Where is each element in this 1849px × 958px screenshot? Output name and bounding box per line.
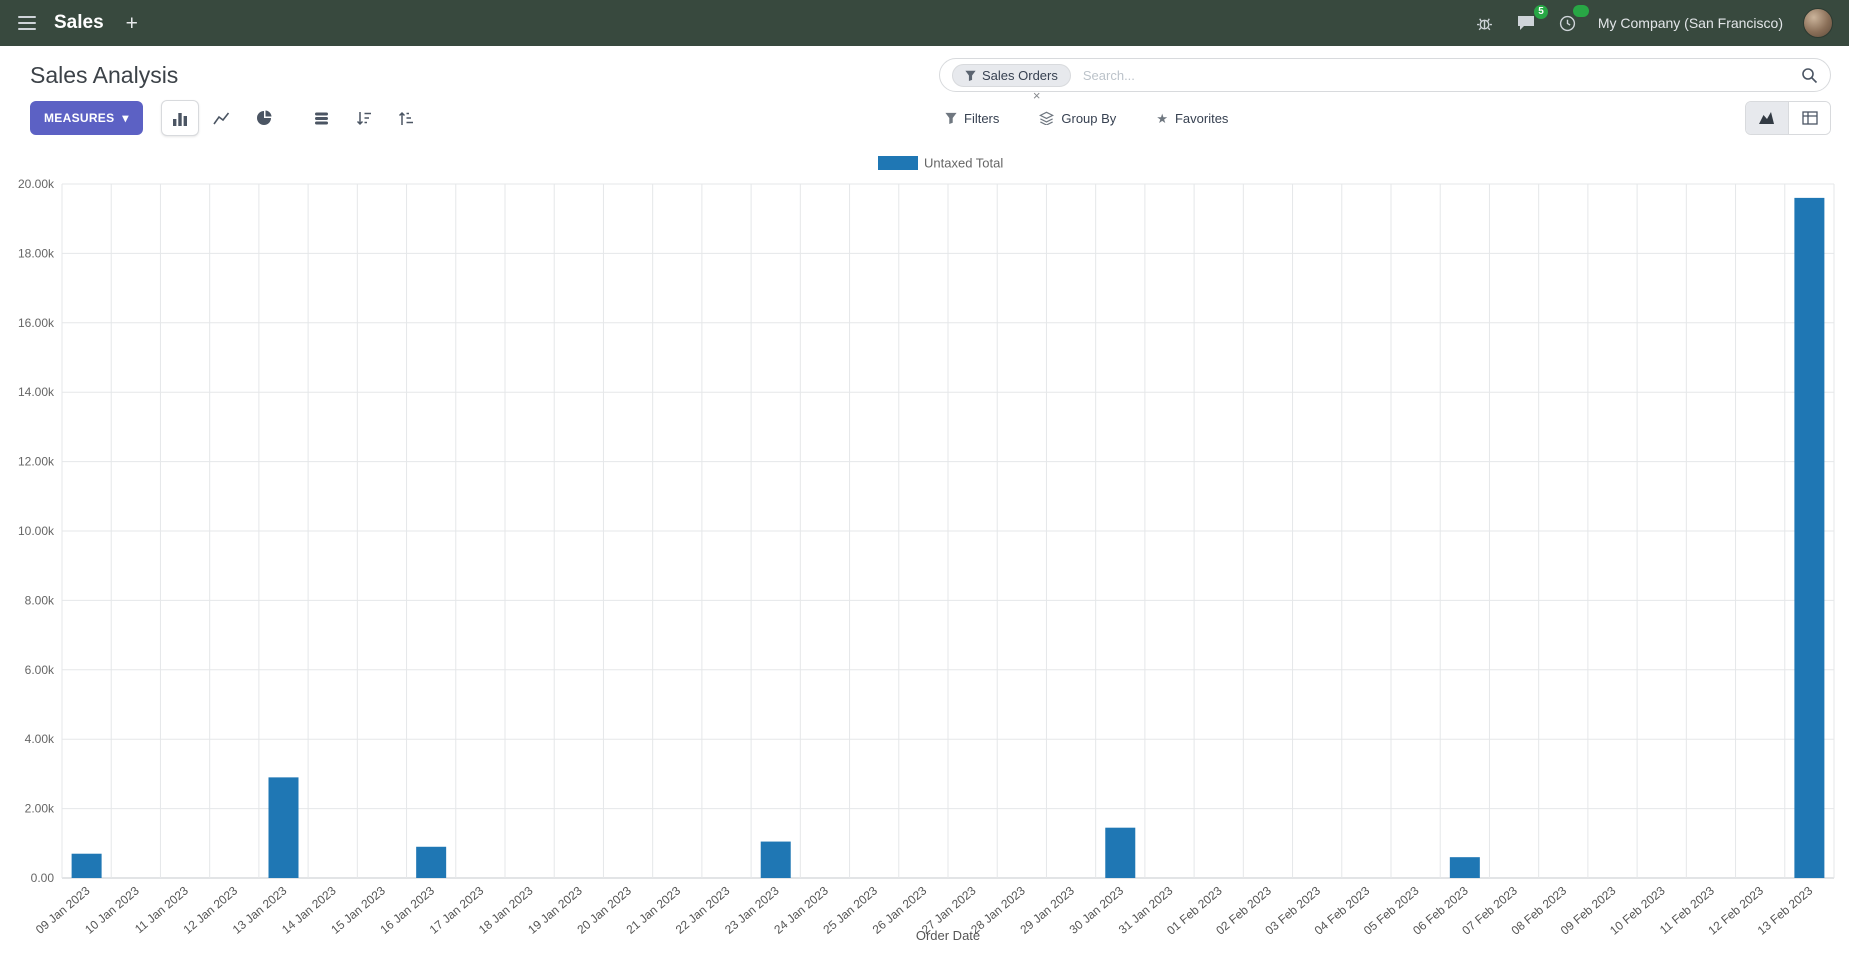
pie-chart-button[interactable] bbox=[245, 100, 283, 136]
search-input[interactable] bbox=[1080, 66, 1801, 84]
control-panel: Sales Analysis Sales Orders × MEASURES ▾ bbox=[0, 46, 1849, 142]
svg-text:18.00k: 18.00k bbox=[18, 246, 55, 260]
stacked-toggle-button[interactable] bbox=[303, 100, 341, 136]
app-name[interactable]: Sales bbox=[54, 12, 104, 33]
pivot-view-button[interactable] bbox=[1788, 102, 1830, 134]
filters-button[interactable]: Filters bbox=[939, 110, 1005, 127]
search-bar[interactable]: Sales Orders × bbox=[939, 58, 1831, 102]
stacked-icon bbox=[315, 112, 329, 124]
caret-down-icon: ▾ bbox=[122, 111, 129, 125]
messages-badge: 5 bbox=[1534, 5, 1548, 19]
user-avatar[interactable] bbox=[1803, 8, 1833, 38]
chart[interactable]: 0.00 2.00k 4.00k 6.00k 8.00k 10.00k 12.00k 14.0… bbox=[0, 142, 1849, 948]
line-chart-icon bbox=[213, 112, 230, 124]
search-facet-label: Sales Orders bbox=[982, 67, 1058, 83]
activities-badge bbox=[1572, 4, 1589, 17]
sort-descending-icon bbox=[356, 111, 371, 125]
svg-text:8.00k: 8.00k bbox=[25, 593, 55, 607]
svg-text:6.00k: 6.00k bbox=[25, 663, 55, 677]
filter-group: Filters Group By ★ Favorites bbox=[939, 110, 1234, 127]
navbar: Sales + 5 My Company (San Francisco) bbox=[0, 0, 1849, 46]
search-options: Filters Group By ★ Favorites bbox=[939, 101, 1831, 135]
svg-text:13 Feb 2023: 13 Feb 2023 bbox=[1755, 883, 1816, 937]
navbar-right: 5 My Company (San Francisco) bbox=[1474, 4, 1833, 38]
svg-text:2.00k: 2.00k bbox=[25, 802, 55, 816]
group-by-label: Group By bbox=[1061, 110, 1117, 126]
activities-clock-icon[interactable] bbox=[1557, 13, 1578, 34]
company-switcher[interactable]: My Company (San Francisco) bbox=[1597, 15, 1783, 31]
measures-label: MEASURES bbox=[44, 111, 115, 125]
svg-text:10 Jan 2023: 10 Jan 2023 bbox=[82, 883, 142, 936]
svg-text:12.00k: 12.00k bbox=[18, 455, 55, 469]
page-title: Sales Analysis bbox=[30, 61, 179, 88]
sort-ascending-icon bbox=[398, 111, 413, 125]
line-chart-button[interactable] bbox=[203, 100, 241, 136]
sort-descending-button[interactable] bbox=[345, 100, 383, 136]
graph-view-button[interactable] bbox=[1746, 102, 1788, 134]
facet-remove-icon[interactable]: × bbox=[1032, 87, 1041, 103]
pivot-table-icon bbox=[1801, 111, 1818, 125]
favorites-label: Favorites bbox=[1174, 110, 1229, 126]
plus-button[interactable]: + bbox=[120, 12, 144, 35]
svg-text:14.00k: 14.00k bbox=[18, 385, 55, 399]
bar-chart-icon bbox=[172, 112, 187, 126]
search-facet[interactable]: Sales Orders bbox=[952, 63, 1071, 87]
debug-bug-icon[interactable] bbox=[1474, 13, 1495, 34]
svg-text:20.00k: 20.00k bbox=[18, 177, 55, 191]
svg-text:Untaxed Total: Untaxed Total bbox=[924, 156, 1003, 171]
measures-button[interactable]: MEASURES ▾ bbox=[30, 101, 143, 135]
svg-text:10.00k: 10.00k bbox=[18, 524, 55, 538]
search-facet-wrap: Sales Orders × bbox=[952, 63, 1071, 102]
search-icon[interactable] bbox=[1801, 67, 1818, 84]
svg-text:0.00: 0.00 bbox=[31, 871, 55, 885]
svg-text:Order Date: Order Date bbox=[916, 928, 980, 943]
bar-chart-svg[interactable]: 0.00 2.00k 4.00k 6.00k 8.00k 10.00k 12.00k 14.0… bbox=[0, 142, 1849, 948]
area-chart-icon bbox=[1759, 112, 1774, 124]
apps-menu-icon[interactable] bbox=[16, 14, 38, 32]
group-by-button[interactable]: Group By bbox=[1033, 110, 1122, 127]
bar-chart-button[interactable] bbox=[160, 100, 199, 136]
svg-text:4.00k: 4.00k bbox=[25, 732, 55, 746]
filter-funnel-icon bbox=[965, 70, 976, 81]
filters-funnel-icon bbox=[945, 112, 957, 124]
filters-label: Filters bbox=[964, 110, 1000, 126]
sort-ascending-button[interactable] bbox=[387, 100, 425, 136]
favorites-button[interactable]: ★ Favorites bbox=[1150, 110, 1234, 127]
svg-text:16.00k: 16.00k bbox=[18, 316, 55, 330]
graph-toolbar: MEASURES ▾ bbox=[30, 100, 939, 136]
messages-icon[interactable] bbox=[1515, 13, 1537, 33]
navbar-left: Sales + bbox=[16, 12, 144, 35]
star-icon: ★ bbox=[1156, 110, 1168, 126]
pie-chart-icon bbox=[256, 110, 272, 125]
layers-icon bbox=[1039, 111, 1055, 125]
view-switcher bbox=[1745, 101, 1831, 135]
